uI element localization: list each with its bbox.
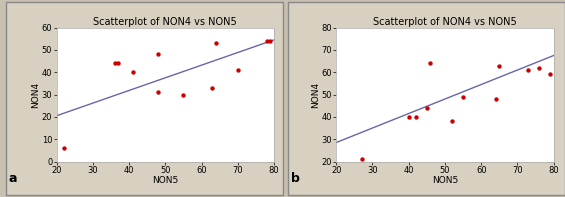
Point (154, 91, 163, 94)
Point (110, 62, 119, 65)
Point (154, 53, 163, 56)
Point (211, 42, 220, 45)
Point (491, 98, 500, 101)
Point (426, 62, 435, 65)
Point (524, 68, 533, 72)
Point (422, 106, 431, 110)
Point (179, 93, 188, 96)
Point (208, 86, 217, 89)
Point (266, 39, 275, 43)
Text: a: a (8, 172, 17, 185)
Point (128, 71, 137, 74)
Text: b: b (291, 172, 300, 185)
X-axis label: NON5: NON5 (432, 176, 458, 185)
Title: Scatterplot of NON4 vs NON5: Scatterplot of NON4 vs NON5 (93, 17, 237, 27)
Point (262, 39, 271, 43)
Point (357, 158, 366, 161)
Point (495, 64, 504, 67)
Point (411, 115, 420, 118)
Point (534, 66, 544, 69)
Point (546, 73, 555, 76)
Point (404, 115, 413, 118)
Point (59, 147, 68, 150)
Y-axis label: NON4: NON4 (311, 82, 320, 108)
Point (459, 95, 468, 98)
Point (114, 62, 123, 65)
Point (233, 68, 242, 72)
Title: Scatterplot of NON4 vs NON5: Scatterplot of NON4 vs NON5 (373, 17, 517, 27)
Point (447, 120, 457, 123)
Y-axis label: NON4: NON4 (31, 82, 40, 108)
X-axis label: NON5: NON5 (152, 176, 179, 185)
